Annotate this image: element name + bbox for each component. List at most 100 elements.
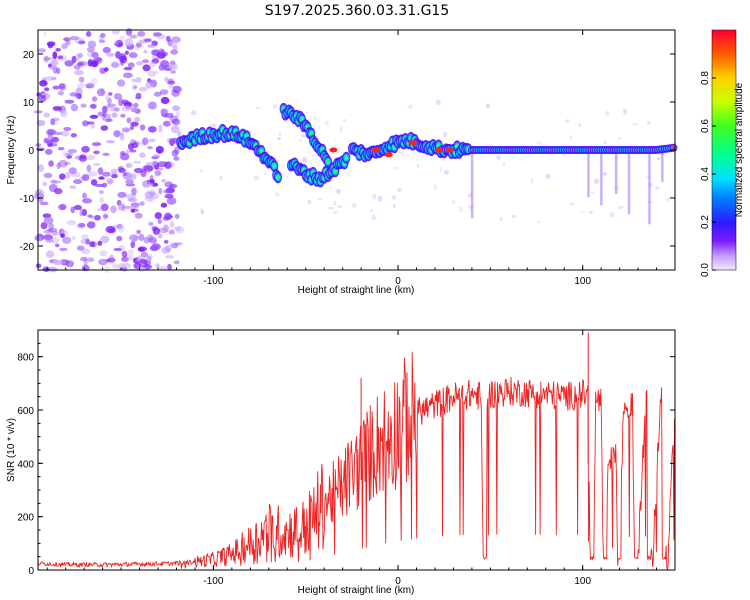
noise-blob <box>51 180 62 184</box>
noise-blob <box>173 260 180 265</box>
noise-blob <box>164 181 173 188</box>
noise-blob <box>127 62 135 68</box>
noise-blob <box>133 102 139 108</box>
noise-blob <box>124 38 134 47</box>
noise-blob <box>170 40 178 49</box>
noise-blob <box>155 263 160 268</box>
noise-blob <box>147 80 156 83</box>
noise-blob <box>169 242 179 247</box>
noise-blob <box>112 263 119 269</box>
noise-blob <box>131 83 138 91</box>
noise-blob <box>87 214 93 218</box>
noise-blob <box>177 130 182 137</box>
snr-y-axis-label: SNR (10 * v/v) <box>6 418 17 482</box>
noise-blob <box>52 117 60 122</box>
noise-blob <box>44 93 51 100</box>
noise-blob <box>393 203 396 208</box>
noise-blob <box>47 228 58 233</box>
noise-blob <box>160 96 170 105</box>
noise-blob <box>70 206 75 214</box>
noise-blob <box>43 216 54 225</box>
ridge-core <box>272 163 277 169</box>
noise-blob <box>87 171 98 177</box>
noise-blob <box>139 258 148 264</box>
noise-blob <box>143 49 148 54</box>
noise-blob <box>152 227 161 235</box>
noise-blob <box>167 263 172 271</box>
noise-blob <box>119 133 125 141</box>
noise-blob <box>52 65 58 74</box>
noise-blob <box>133 167 144 174</box>
noise-blob <box>113 93 122 100</box>
noise-blob <box>343 118 347 123</box>
spectrogram-x-tick-label: 0 <box>395 276 401 287</box>
noise-blob <box>125 28 133 36</box>
noise-blob <box>50 58 60 67</box>
noise-blob <box>165 254 174 259</box>
noise-blob <box>102 182 108 188</box>
noise-blob <box>433 184 438 191</box>
noise-blob <box>77 62 84 67</box>
noise-blob <box>73 205 82 210</box>
noise-blob <box>107 103 116 107</box>
noise-blob <box>44 76 54 81</box>
noise-blob <box>137 31 146 37</box>
noise-blob <box>511 214 516 218</box>
spectrogram-y-axis-label: Frequency (Hz) <box>6 116 17 185</box>
noise-blob <box>67 149 78 154</box>
noise-blob <box>170 125 180 134</box>
noise-blob <box>128 52 138 59</box>
noise-blob <box>399 151 405 154</box>
noise-blob <box>150 79 157 88</box>
noise-blob <box>442 131 448 138</box>
spectrogram-x-axis-label: Height of straight line (km) <box>298 285 415 296</box>
noise-blob <box>111 29 120 35</box>
noise-blob <box>139 201 145 206</box>
noise-blob <box>169 221 175 228</box>
noise-blob <box>263 172 267 175</box>
colorbar: 0.0 0.2 0.4 0.6 0.8 Normalized spectral ampl… <box>700 29 745 277</box>
noise-blob <box>163 189 171 194</box>
noise-blob <box>590 191 596 195</box>
noise-blob <box>149 245 159 252</box>
noise-blob <box>130 173 137 180</box>
noise-blob <box>137 39 143 45</box>
noise-blob <box>314 118 319 121</box>
noise-blob <box>307 200 312 205</box>
noise-blob <box>56 162 61 169</box>
noise-blob <box>147 146 153 150</box>
noise-blob <box>199 169 203 172</box>
noise-blob <box>396 188 401 192</box>
noise-blob <box>42 266 50 273</box>
noise-blob <box>102 105 108 114</box>
noise-blob <box>131 187 137 196</box>
noise-blob <box>116 79 126 87</box>
noise-blob <box>144 191 154 199</box>
noise-blob <box>602 172 608 176</box>
noise-blob <box>42 181 48 187</box>
noise-blob <box>156 33 166 40</box>
spectral-streak <box>600 150 603 206</box>
noise-blob <box>48 184 58 192</box>
noise-blob <box>157 233 163 239</box>
noise-blob <box>69 185 77 189</box>
noise-blob <box>99 250 108 257</box>
snr-x-tick-label: 0 <box>395 576 401 587</box>
noise-blob <box>126 117 132 124</box>
noise-blob <box>78 155 87 162</box>
noise-blob <box>114 93 123 100</box>
noise-blob <box>400 187 402 192</box>
ridge-hotspot <box>384 152 393 158</box>
snr-y-tick-label: 800 <box>17 353 34 364</box>
noise-blob <box>148 138 156 143</box>
noise-blob <box>168 83 175 89</box>
noise-blob <box>44 87 50 92</box>
noise-blob <box>333 200 336 207</box>
noise-blob <box>317 197 323 201</box>
noise-blob <box>57 55 64 60</box>
spectral-streak <box>648 150 651 225</box>
noise-blob <box>45 148 53 155</box>
noise-blob <box>127 252 134 261</box>
noise-blob <box>530 178 533 183</box>
